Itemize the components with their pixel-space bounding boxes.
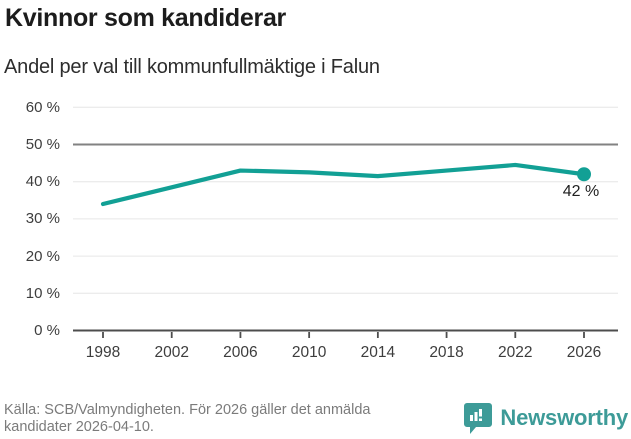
source-line-1: Källa: SCB/Valmyndigheten. För 2026 gäll… (4, 402, 371, 418)
x-axis-tick-label: 2026 (566, 344, 602, 361)
x-axis (73, 329, 618, 338)
newsworthy-logo[interactable]: Newsworthy (463, 401, 628, 434)
newsworthy-bubble-chart-icon (464, 402, 493, 434)
source-line-2: kandidater 2026-04-10. (4, 418, 154, 435)
x-axis-tick-label: 2006 (223, 344, 258, 361)
end-point-label: 42 % (562, 183, 600, 200)
gridlines (73, 106, 618, 294)
source-text: Källa: SCB/Valmyndigheten. För 2026 gäll… (4, 402, 474, 435)
data-line (100, 162, 591, 207)
series-line (100, 162, 587, 207)
y-axis-tick-label: 10 % (25, 284, 60, 302)
y-axis-tick-label: 50 % (25, 136, 60, 153)
end-point-marker (577, 167, 591, 182)
y-axis-tick-label: 0 % (34, 322, 60, 339)
y-axis-tick-label: 40 % (25, 173, 60, 191)
newsworthy-wordmark: Newsworthy (500, 404, 628, 430)
chart-title: Kvinnor som kandiderar (5, 4, 286, 32)
x-axis-tick-label: 2010 (291, 344, 327, 361)
x-axis-tick-label: 2018 (429, 344, 464, 361)
y-axis-tick-label: 60 % (25, 98, 60, 116)
x-axis-tick-label: 2014 (360, 344, 396, 361)
y-axis-tick-label: 30 % (25, 210, 60, 228)
x-axis-tick-label: 2002 (154, 344, 189, 361)
chart-subtitle: Andel per val till kommunfullmäktige i F… (4, 56, 380, 78)
y-axis-tick-label: 20 % (25, 247, 60, 265)
x-axis-tick-label: 1998 (85, 344, 121, 361)
x-axis-tick-label: 2022 (498, 344, 533, 361)
